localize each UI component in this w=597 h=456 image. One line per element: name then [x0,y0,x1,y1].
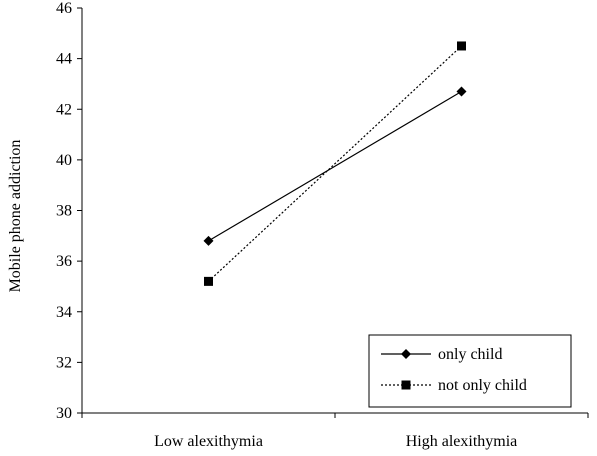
series-2-point [457,41,466,51]
y-tick-label: 40 [56,152,72,169]
legend-box [368,334,572,408]
legend-marker-1 [401,349,411,359]
legend-marker-2 [401,380,411,390]
series [203,41,467,286]
series-line-1 [208,91,462,242]
y-tick-label: 34 [56,304,72,321]
legend-label-2: not only child [438,377,527,394]
y-axis-title: Mobile phone addiction [7,140,24,293]
y-tick-label: 42 [56,101,72,118]
series-line-2 [208,45,462,282]
legend: only child not only child [368,334,572,408]
y-tick-label: 36 [56,253,72,270]
x-ticks: Low alexithymia High alexithymia [81,413,589,450]
y-tick-label: 46 [56,0,72,17]
series-1-point [456,86,467,97]
legend-label-1: only child [438,346,502,363]
series-2-point [204,276,213,286]
y-tick-label: 38 [56,203,72,220]
x-tick-label: High alexithymia [406,433,518,450]
series-1-point [203,235,214,246]
y-tick-label: 30 [56,405,72,422]
x-tick-label: Low alexithymia [154,433,263,450]
y-tick-label: 44 [56,51,72,68]
y-tick-label: 32 [56,354,72,371]
y-ticks: 30 32 34 36 38 40 42 44 46 [56,0,82,422]
